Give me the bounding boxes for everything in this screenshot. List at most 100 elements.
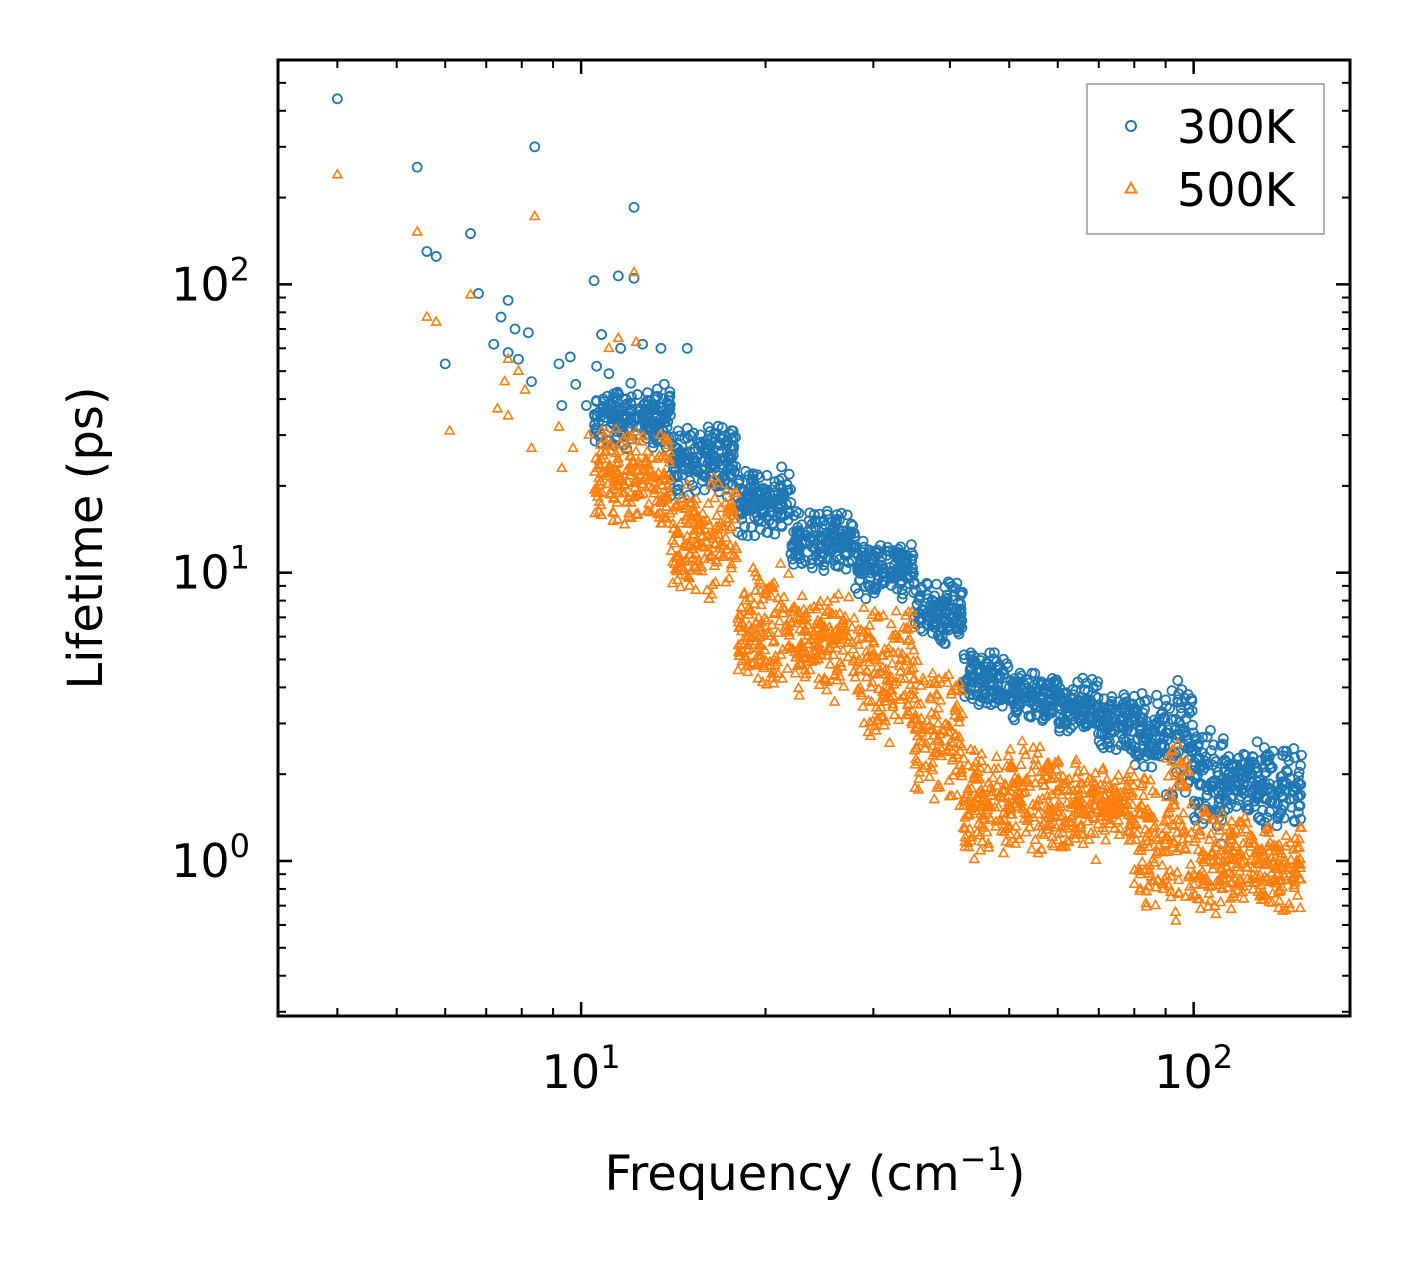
point-500K <box>807 629 820 640</box>
point-500K <box>1019 748 1032 760</box>
point-300K <box>1295 760 1306 771</box>
point-300K <box>800 555 811 567</box>
point-500K <box>1178 779 1191 791</box>
point-500K <box>723 523 736 534</box>
point-500K <box>1229 837 1241 849</box>
point-300K <box>1035 678 1047 690</box>
point-500K <box>528 209 541 221</box>
point-300K <box>951 577 963 589</box>
point-500K <box>902 699 915 710</box>
point-500K <box>714 516 727 528</box>
point-500K <box>1286 872 1298 884</box>
point-500K <box>1100 813 1113 825</box>
point-500K <box>871 668 884 679</box>
point-500K <box>742 639 755 650</box>
point-300K <box>950 623 962 635</box>
point-500K <box>839 624 852 636</box>
point-300K <box>1194 778 1206 789</box>
point-300K <box>1296 749 1307 761</box>
point-500K <box>728 486 740 498</box>
point-500K <box>1169 905 1182 917</box>
point-500K <box>1133 806 1146 818</box>
point-500K <box>774 557 787 568</box>
point-300K <box>809 542 820 554</box>
point-500K <box>1267 838 1280 850</box>
point-500K <box>962 809 974 820</box>
point-500K <box>1066 809 1079 820</box>
point-500K <box>924 724 936 735</box>
point-500K <box>411 225 424 236</box>
point-500K <box>1012 800 1025 811</box>
point-300K <box>1280 745 1292 757</box>
point-500K <box>1035 843 1048 854</box>
point-500K <box>768 607 780 619</box>
point-500K <box>926 739 939 751</box>
point-500K <box>945 688 958 699</box>
point-500K <box>1135 844 1148 856</box>
point-500K <box>1038 779 1051 790</box>
point-500K <box>1279 870 1291 881</box>
point-300K <box>769 528 781 540</box>
point-500K <box>815 617 828 629</box>
point-500K <box>878 695 891 706</box>
point-500K <box>732 663 744 675</box>
point-500K <box>1050 763 1063 774</box>
point-300K <box>1160 694 1172 706</box>
point-500K <box>1142 879 1155 891</box>
point-300K <box>696 475 708 487</box>
point-300K <box>684 446 696 458</box>
point-500K <box>1130 833 1142 845</box>
point-300K <box>1251 789 1263 801</box>
point-500K <box>723 572 735 583</box>
point-500K <box>1063 835 1075 847</box>
point-500K <box>794 622 806 634</box>
point-500K <box>1110 789 1123 801</box>
point-500K <box>886 657 899 668</box>
point-500K <box>1137 772 1150 783</box>
point-500K <box>666 576 679 588</box>
point-300K <box>1274 807 1286 819</box>
point-500K <box>962 758 975 770</box>
point-500K <box>675 491 688 503</box>
point-300K <box>1146 761 1158 773</box>
point-500K <box>1256 845 1269 856</box>
point-500K <box>828 695 841 706</box>
point-300K <box>1142 746 1154 758</box>
point-500K <box>1041 757 1054 768</box>
point-300K <box>929 590 940 602</box>
point-500K <box>1019 785 1032 797</box>
point-500K <box>854 663 866 674</box>
point-500K <box>799 614 812 625</box>
point-500K <box>1174 813 1186 825</box>
point-500K <box>1208 858 1221 869</box>
point-500K <box>939 671 952 682</box>
point-500K <box>1043 803 1056 814</box>
point-500K <box>810 603 823 614</box>
point-500K <box>1100 773 1113 784</box>
point-300K <box>502 294 514 306</box>
point-300K <box>1261 794 1273 805</box>
point-500K <box>1210 875 1223 887</box>
point-500K <box>661 479 674 491</box>
point-300K <box>774 481 786 493</box>
point-300K <box>649 402 661 413</box>
point-300K <box>756 505 768 517</box>
point-300K <box>1148 749 1160 761</box>
point-500K <box>1241 861 1253 872</box>
point-300K <box>1215 739 1227 751</box>
point-500K <box>1136 855 1149 867</box>
point-500K <box>1065 801 1078 812</box>
point-500K <box>1233 874 1246 885</box>
point-500K <box>1283 897 1295 909</box>
point-500K <box>1071 781 1084 793</box>
point-500K <box>1030 798 1043 810</box>
point-500K <box>792 681 805 693</box>
point-500K <box>623 510 635 521</box>
point-500K <box>919 742 931 753</box>
point-300K <box>1026 694 1038 706</box>
point-300K <box>865 572 877 583</box>
point-300K <box>1194 752 1205 764</box>
point-500K <box>610 474 623 485</box>
point-500K <box>783 626 795 637</box>
point-500K <box>727 503 740 515</box>
